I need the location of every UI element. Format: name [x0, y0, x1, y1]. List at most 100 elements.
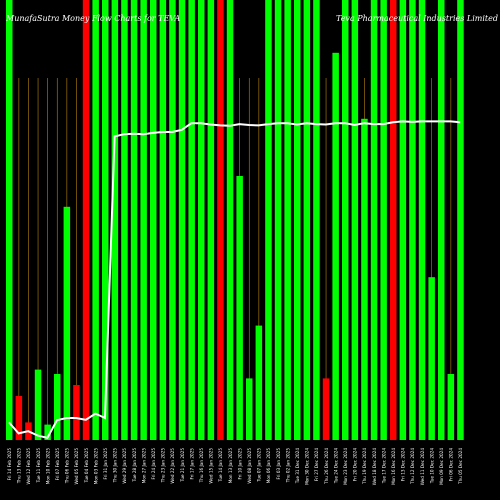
volume-bar [361, 118, 368, 441]
money-flow-line [8, 120, 461, 439]
x-tick-label: Tue 31 Dec 2024 [295, 448, 300, 485]
x-tick-label: Thu 12 Dec 2024 [410, 448, 415, 485]
x-tick-label: Thu 06 Feb 2025 [65, 448, 70, 485]
x-tick-label: Wed 29 Jan 2025 [122, 448, 127, 484]
x-tick-label: Tue 10 Dec 2024 [429, 448, 434, 485]
x-tick-label: Fri 03 Jan 2025 [276, 448, 281, 480]
volume-bar [73, 385, 80, 440]
x-tick-label: Fri 14 Feb 2025 [7, 448, 12, 481]
volume-bar [34, 369, 42, 440]
x-tick-label: Fri 10 Jan 2025 [237, 448, 242, 480]
volume-bar [428, 277, 435, 440]
x-tick-label: Thu 02 Jan 2025 [285, 448, 290, 484]
x-tick-label: Thu 23 Jan 2025 [161, 448, 166, 484]
x-tick-label: Tue 11 Feb 2025 [36, 448, 41, 484]
x-tick-label: Mon 03 Feb 2025 [93, 448, 98, 485]
volume-bar [303, 0, 311, 440]
x-tick-label: Fri 27 Dec 2024 [314, 448, 319, 481]
volume-bar [418, 0, 426, 440]
volume-bar [102, 0, 109, 440]
x-tick-label: Fri 06 Dec 2024 [449, 448, 454, 481]
volume-bar [217, 0, 224, 440]
x-tick-label: Wed 18 Dec 2024 [372, 448, 377, 486]
volume-bar [380, 0, 387, 440]
volume-bar [44, 424, 51, 440]
x-tick-label: Fri 20 Dec 2024 [353, 448, 358, 481]
x-tick-label: Fri 24 Jan 2025 [151, 448, 156, 480]
x-tick-label: Tue 28 Jan 2025 [132, 448, 137, 483]
volume-bar [207, 0, 215, 440]
volume-bar [255, 325, 263, 440]
x-tick-label: Tue 24 Dec 2024 [333, 448, 338, 485]
volume-bar [169, 0, 176, 440]
volume-bar [178, 0, 186, 440]
x-tick-label: Wed 08 Jan 2025 [247, 448, 252, 484]
volume-bar [6, 0, 13, 440]
volume-bar [111, 0, 119, 440]
x-tick-label: Mon 30 Dec 2024 [305, 448, 310, 485]
volume-bar [390, 0, 397, 440]
volume-bar [140, 0, 147, 440]
x-tick-label: Fri 07 Feb 2025 [55, 448, 60, 481]
x-axis-labels: Fri 14 Feb 2025 Thu 13 Feb 2025 Wed 12 Feb… [7, 448, 463, 486]
x-tick-label: Thu 16 Jan 2025 [199, 448, 204, 484]
x-tick-label: Fri 31 Jan 2025 [103, 448, 108, 480]
volume-bar [342, 0, 349, 440]
x-tick-label: Mon 09 Dec 2024 [439, 448, 444, 485]
x-tick-label: Wed 12 Feb 2025 [26, 448, 31, 485]
volume-bar [226, 0, 234, 440]
volume-bar [130, 0, 138, 440]
volume-bar [198, 0, 205, 440]
x-tick-label: Tue 07 Jan 2025 [257, 448, 262, 483]
x-tick-label: Thu 19 Dec 2024 [362, 448, 367, 485]
volume-bar [438, 0, 445, 440]
x-tick-label: Mon 16 Dec 2024 [391, 448, 396, 485]
x-tick-label: Thu 13 Feb 2025 [17, 448, 22, 485]
x-tick-label: Tue 04 Feb 2025 [84, 448, 89, 484]
x-tick-label: Mon 23 Dec 2024 [343, 448, 348, 485]
volume-bar [265, 0, 272, 440]
x-tick-label: Fri 13 Dec 2024 [401, 448, 406, 481]
x-tick-label: Wed 05 Feb 2025 [74, 448, 79, 485]
volume-bar [284, 0, 291, 440]
volume-bar [15, 396, 23, 440]
volume-bar [322, 378, 330, 440]
volume-bar [457, 0, 464, 440]
volume-bar [313, 0, 320, 440]
x-tick-label: Wed 11 Dec 2024 [420, 448, 425, 486]
x-tick-label: Tue 21 Jan 2025 [180, 448, 185, 483]
x-tick-label: Mon 27 Jan 2025 [141, 448, 146, 484]
volume-bar [188, 0, 195, 440]
x-tick-label: Thu 30 Jan 2025 [113, 448, 118, 484]
volume-bar [409, 0, 416, 440]
x-tick-label: Tue 17 Dec 2024 [381, 448, 386, 485]
volume-bar [274, 0, 282, 440]
volume-bar [54, 374, 61, 440]
volume-bar [351, 0, 359, 440]
volume-bar [332, 52, 339, 441]
volume-bar [159, 0, 167, 440]
volume-bar [63, 206, 71, 440]
x-tick-label: Thu 26 Dec 2024 [324, 448, 329, 485]
x-tick-label: Mon 13 Jan 2025 [228, 448, 233, 484]
x-tick-label: Tue 14 Jan 2025 [218, 448, 223, 483]
x-tick-label: Thu 05 Dec 2024 [458, 448, 463, 485]
x-tick-label: Wed 22 Jan 2025 [170, 448, 175, 484]
volume-bars [6, 0, 464, 441]
x-tick-label: Mon 06 Jan 2025 [266, 448, 271, 484]
volume-bar [121, 0, 128, 440]
x-tick-label: Wed 15 Jan 2025 [209, 448, 214, 484]
volume-bar [447, 374, 455, 440]
volume-bar [92, 0, 99, 440]
volume-bar [294, 0, 301, 440]
volume-bar [399, 0, 407, 440]
volume-bar [370, 0, 378, 440]
volume-bar [150, 0, 157, 440]
x-tick-label: Fri 17 Jan 2025 [189, 448, 194, 480]
company-name: Teva Pharmaceutical Industries Limited [335, 14, 498, 23]
chart-title: MunafaSutra Money Flow Charts for TEVA [6, 14, 181, 23]
volume-bar [236, 176, 243, 440]
volume-bar [82, 0, 90, 440]
volume-bar [246, 378, 253, 440]
